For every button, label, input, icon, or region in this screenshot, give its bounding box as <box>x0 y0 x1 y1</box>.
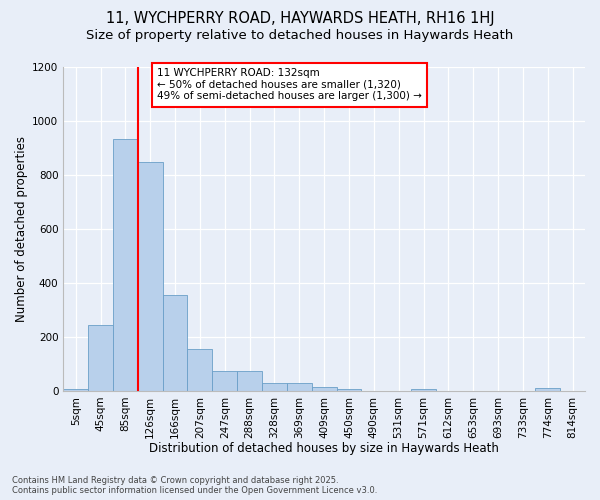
X-axis label: Distribution of detached houses by size in Haywards Heath: Distribution of detached houses by size … <box>149 442 499 455</box>
Bar <box>113 140 138 391</box>
Text: Contains HM Land Registry data © Crown copyright and database right 2025.
Contai: Contains HM Land Registry data © Crown c… <box>12 476 377 495</box>
Bar <box>212 370 237 391</box>
Bar <box>237 370 262 391</box>
Bar <box>138 162 163 391</box>
Bar <box>63 390 88 391</box>
Text: 11 WYCHPERRY ROAD: 132sqm
← 50% of detached houses are smaller (1,320)
49% of se: 11 WYCHPERRY ROAD: 132sqm ← 50% of detac… <box>157 68 422 102</box>
Text: Size of property relative to detached houses in Haywards Heath: Size of property relative to detached ho… <box>86 29 514 42</box>
Bar <box>262 382 287 391</box>
Bar <box>312 387 337 391</box>
Bar <box>535 388 560 391</box>
Bar <box>88 324 113 391</box>
Text: 11, WYCHPERRY ROAD, HAYWARDS HEATH, RH16 1HJ: 11, WYCHPERRY ROAD, HAYWARDS HEATH, RH16… <box>106 12 494 26</box>
Bar <box>337 390 361 391</box>
Y-axis label: Number of detached properties: Number of detached properties <box>15 136 28 322</box>
Bar <box>411 390 436 391</box>
Bar <box>187 349 212 391</box>
Bar <box>163 295 187 391</box>
Bar <box>287 382 312 391</box>
